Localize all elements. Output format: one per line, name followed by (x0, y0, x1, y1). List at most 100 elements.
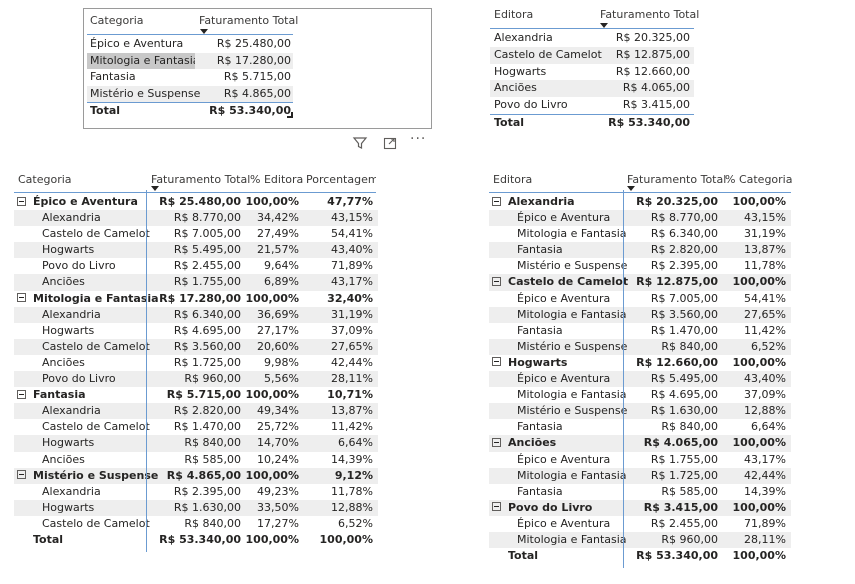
child-row[interactable]: Anciões R$ 1.755,00 6,89% 43,17% (14, 274, 378, 291)
group-row[interactable]: Povo do Livro R$ 3.415,00 100,00% (489, 499, 791, 516)
minus-square-icon[interactable] (17, 470, 26, 480)
group-row[interactable]: Fantasia R$ 5.715,00 100,00% 10,71% (14, 387, 378, 403)
group-row[interactable]: Alexandria R$ 20.325,00 100,00% (489, 194, 791, 210)
collapse-icon[interactable] (17, 387, 29, 403)
child-value: 27,65% (744, 307, 786, 321)
child-label: Épico e Aventura (517, 452, 611, 466)
child-row[interactable]: Alexandria R$ 6.340,00 36,69% 31,19% (14, 306, 378, 323)
minus-square-icon[interactable] (492, 276, 501, 286)
collapse-icon[interactable] (17, 291, 29, 307)
child-row[interactable]: Mistério e Suspense R$ 840,00 6,52% (489, 338, 791, 355)
child-value: 12,88% (331, 500, 373, 514)
child-value: R$ 840,00 (184, 436, 241, 450)
child-row[interactable]: Épico e Aventura R$ 1.755,00 43,17% (489, 452, 791, 468)
child-row[interactable]: Alexandria R$ 8.770,00 34,42% 43,15% (14, 210, 378, 227)
minus-square-icon[interactable] (492, 502, 501, 512)
group-row[interactable]: Castelo de Camelot R$ 12.875,00 100,00% (489, 274, 791, 291)
group-value: 32,40% (327, 291, 373, 305)
table-row[interactable]: Alexandria R$ 20.325,00 (490, 30, 694, 47)
child-row[interactable]: Épico e Aventura R$ 2.455,00 71,89% (489, 516, 791, 532)
child-row[interactable]: Alexandria R$ 2.395,00 49,23% 11,78% (14, 484, 378, 500)
child-row[interactable]: Épico e Aventura R$ 7.005,00 54,41% (489, 291, 791, 307)
child-row[interactable]: Hogwarts R$ 4.695,00 27,17% 37,09% (14, 323, 378, 339)
child-row[interactable]: Mitologia e Fantasia R$ 960,00 28,11% (489, 531, 791, 549)
sort-descending-icon[interactable] (151, 186, 159, 191)
group-row[interactable]: Mitologia e Fantasia R$ 17.280,00 100,00% 3… (14, 291, 378, 307)
child-value: R$ 960,00 (661, 532, 718, 546)
child-value: R$ 960,00 (184, 372, 241, 386)
minus-square-icon[interactable] (17, 389, 26, 399)
child-row[interactable]: Épico e Aventura R$ 5.495,00 43,40% (489, 371, 791, 388)
group-row[interactable]: Hogwarts R$ 12.660,00 100,00% (489, 355, 791, 371)
child-row[interactable]: Castelo de Camelot R$ 3.560,00 20,60% 27,65… (14, 338, 378, 355)
collapse-icon[interactable] (492, 500, 504, 516)
collapse-icon[interactable] (17, 194, 29, 210)
child-row[interactable]: Fantasia R$ 2.820,00 13,87% (489, 242, 791, 259)
child-value: 49,23% (257, 484, 299, 498)
filter-icon[interactable] (352, 135, 368, 154)
child-row[interactable]: Castelo de Camelot R$ 1.470,00 25,72% 11,42… (14, 419, 378, 435)
child-value: 21,57% (257, 243, 299, 257)
child-row[interactable]: Anciões R$ 1.725,00 9,98% 42,44% (14, 355, 378, 371)
child-row[interactable]: Mitologia e Fantasia R$ 6.340,00 31,19% (489, 226, 791, 242)
matrix-editora-categoria[interactable]: Editora Faturamento Total% Categoria Alexa… (489, 172, 792, 568)
child-row[interactable]: Mistério e Suspense R$ 1.630,00 12,88% (489, 403, 791, 420)
more-options-icon[interactable]: ··· (410, 131, 427, 147)
matrix-header: Editora Faturamento Total% Categoria (489, 172, 792, 190)
child-row[interactable]: Mitologia e Fantasia R$ 1.725,00 42,44% (489, 467, 791, 484)
focus-mode-icon[interactable] (382, 135, 398, 154)
child-label: Anciões (42, 275, 85, 289)
child-row[interactable]: Fantasia R$ 585,00 14,39% (489, 484, 791, 500)
sort-descending-icon[interactable] (200, 29, 208, 34)
minus-square-icon[interactable] (492, 357, 501, 367)
child-row[interactable]: Anciões R$ 585,00 10,24% 14,39% (14, 452, 378, 468)
collapse-icon[interactable] (492, 274, 504, 290)
child-value: 11,42% (331, 420, 373, 434)
table-row[interactable]: Mitologia e Fantasia R$ 17.280,00 (87, 52, 293, 69)
table-row[interactable]: Mistério e Suspense R$ 4.865,00 (87, 85, 293, 102)
child-row[interactable]: Fantasia R$ 840,00 6,64% (489, 419, 791, 435)
table-row[interactable]: Fantasia R$ 5.715,00 (87, 69, 293, 86)
minus-square-icon[interactable] (17, 196, 26, 206)
child-row[interactable]: Mistério e Suspense R$ 2.395,00 11,78% (489, 258, 791, 274)
sort-descending-icon[interactable] (627, 186, 635, 191)
table-row[interactable]: Castelo de Camelot R$ 12.875,00 (490, 46, 694, 64)
sort-descending-icon[interactable] (600, 23, 608, 28)
table-editora-faturamento[interactable]: Editora Faturamento Total Alexandria R$ 20.… (490, 6, 699, 132)
child-row[interactable]: Hogwarts R$ 5.495,00 21,57% 43,40% (14, 242, 378, 259)
child-row[interactable]: Povo do Livro R$ 960,00 5,56% 28,11% (14, 371, 378, 388)
child-row[interactable]: Castelo de Camelot R$ 840,00 17,27% 6,52% (14, 516, 378, 532)
child-row[interactable]: Hogwarts R$ 840,00 14,70% 6,64% (14, 435, 378, 452)
collapse-icon[interactable] (492, 355, 504, 371)
matrix-categoria-editora[interactable]: Categoria Faturamento Total% Editora Porce… (14, 172, 378, 552)
child-value: 43,17% (331, 275, 373, 289)
table-row[interactable]: Hogwarts R$ 12.660,00 (490, 64, 694, 81)
child-value: 9,98% (264, 355, 299, 369)
group-row[interactable]: Anciões R$ 4.065,00 100,00% (489, 435, 791, 452)
child-row[interactable]: Mitologia e Fantasia R$ 3.560,00 27,65% (489, 306, 791, 323)
child-value: 43,40% (331, 243, 373, 257)
minus-square-icon[interactable] (17, 293, 26, 303)
child-value: R$ 8.770,00 (650, 211, 718, 225)
table-row[interactable]: Épico e Aventura R$ 25.480,00 (87, 36, 293, 53)
collapse-icon[interactable] (492, 435, 504, 451)
resize-handle-icon[interactable] (287, 112, 293, 118)
minus-square-icon[interactable] (492, 437, 501, 447)
child-row[interactable]: Povo do Livro R$ 2.455,00 9,64% 71,89% (14, 258, 378, 274)
collapse-icon[interactable] (492, 194, 504, 210)
table-categoria-faturamento[interactable]: Categoria Faturamento Total Épico e Aventu… (87, 12, 298, 120)
child-row[interactable]: Alexandria R$ 2.820,00 49,34% 13,87% (14, 403, 378, 420)
child-row[interactable]: Hogwarts R$ 1.630,00 33,50% 12,88% (14, 499, 378, 516)
child-row[interactable]: Castelo de Camelot R$ 7.005,00 27,49% 54,41… (14, 226, 378, 242)
group-row[interactable]: Mistério e Suspense R$ 4.865,00 100,00% 9,1… (14, 467, 378, 484)
child-row[interactable]: Fantasia R$ 1.470,00 11,42% (489, 323, 791, 339)
minus-square-icon[interactable] (492, 196, 501, 206)
table-row[interactable]: Anciões R$ 4.065,00 (490, 80, 694, 98)
row-label: Castelo de Camelot (494, 47, 602, 61)
group-row[interactable]: Épico e Aventura R$ 25.480,00 100,00% 47,77… (14, 194, 378, 210)
table-row[interactable]: Povo do Livro R$ 3.415,00 (490, 97, 694, 114)
child-row[interactable]: Épico e Aventura R$ 8.770,00 43,15% (489, 210, 791, 227)
child-value: 43,40% (744, 372, 786, 386)
child-row[interactable]: Mitologia e Fantasia R$ 4.695,00 37,09% (489, 387, 791, 403)
collapse-icon[interactable] (17, 468, 29, 484)
